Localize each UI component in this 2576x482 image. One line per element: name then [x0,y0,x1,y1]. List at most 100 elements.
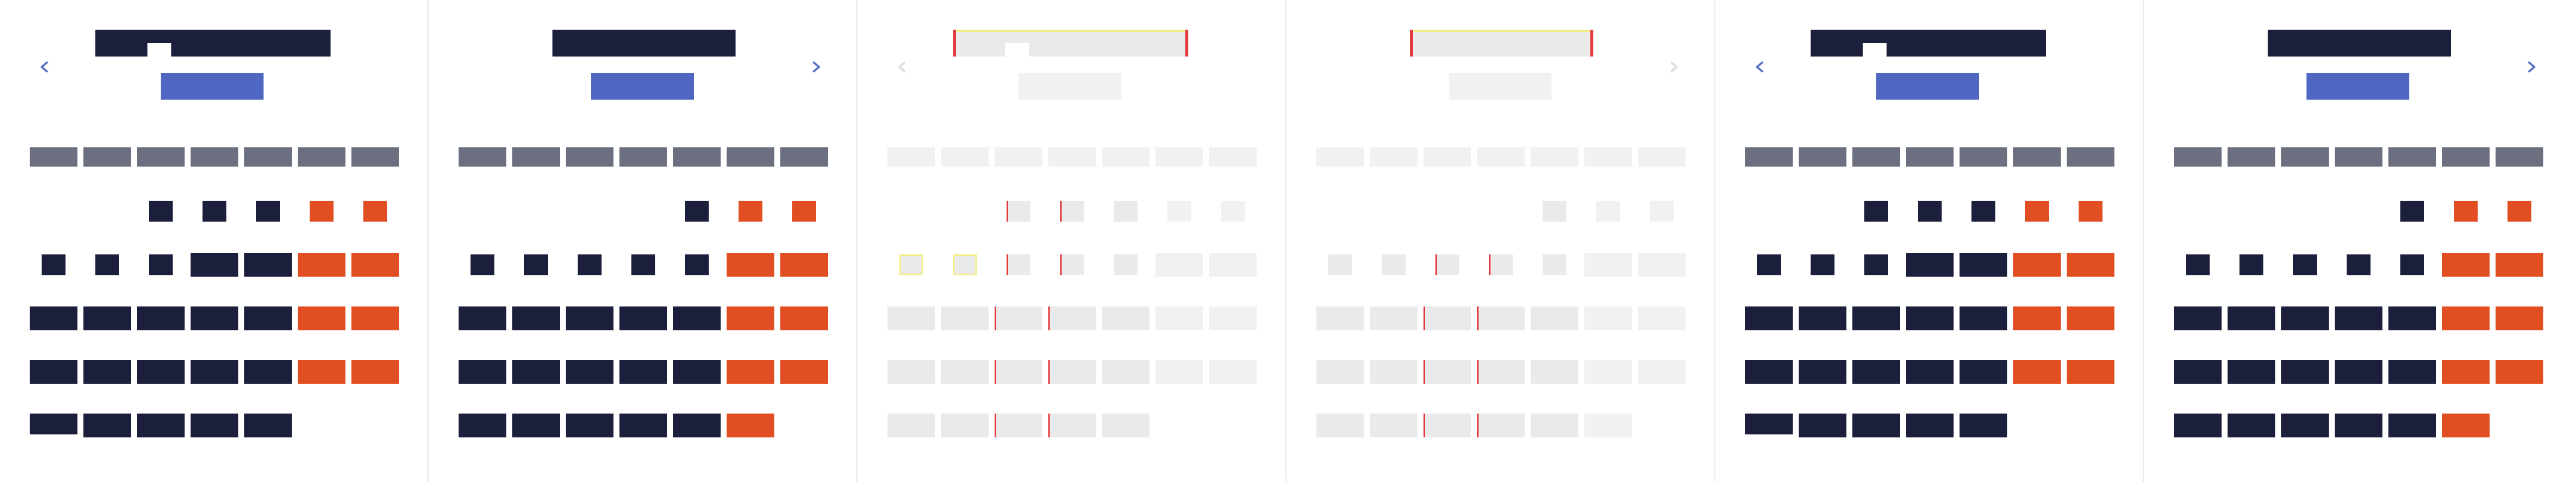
day-cell[interactable] [471,254,494,275]
day-cell[interactable] [887,360,935,384]
day-cell[interactable] [2388,360,2436,384]
day-cell[interactable] [2335,360,2382,384]
day-cell[interactable] [1852,414,1900,437]
day-cell[interactable] [351,306,399,330]
day-cell[interactable] [30,306,77,330]
day-cell[interactable] [191,306,238,330]
day-cell[interactable] [1477,414,1525,437]
day-cell[interactable] [2174,360,2222,384]
day-cell[interactable] [2508,201,2531,222]
day-cell[interactable] [2013,306,2061,330]
day-cell[interactable] [1864,254,1888,275]
day-cell[interactable] [2025,201,2049,222]
day-cell[interactable] [2496,253,2543,277]
day-cell[interactable] [1007,201,1030,222]
day-cell[interactable] [631,254,655,275]
day-cell[interactable] [941,360,989,384]
day-cell[interactable] [2454,201,2478,222]
day-cell[interactable] [2400,254,2424,275]
day-cell[interactable] [887,306,935,330]
day-cell[interactable] [1638,306,1686,330]
day-cell[interactable] [899,254,923,275]
day-cell[interactable] [619,360,667,384]
day-cell[interactable] [244,306,292,330]
day-cell[interactable] [137,360,185,384]
day-cell[interactable] [2013,253,2061,277]
day-cell[interactable] [1852,306,1900,330]
day-cell[interactable] [298,306,345,330]
day-cell[interactable] [2442,414,2490,437]
day-cell[interactable] [1060,254,1084,275]
day-cell[interactable] [83,360,131,384]
day-cell[interactable] [673,414,721,437]
day-cell[interactable] [1584,306,1632,330]
day-cell[interactable] [2228,360,2275,384]
day-cell[interactable] [1906,306,1954,330]
day-cell[interactable] [619,306,667,330]
day-cell[interactable] [1531,360,1578,384]
day-cell[interactable] [995,360,1042,384]
day-cell[interactable] [1370,306,1418,330]
previous-month-button[interactable] [1745,54,1775,83]
day-cell[interactable] [1799,306,1846,330]
day-cell-today[interactable] [1745,414,1793,437]
day-cell[interactable] [673,306,721,330]
day-cell[interactable] [1435,254,1459,275]
year-select[interactable] [1876,73,1979,100]
day-cell[interactable] [2013,360,2061,384]
day-cell[interactable] [2496,306,2543,330]
day-cell[interactable] [2388,306,2436,330]
year-select[interactable] [1449,73,1552,100]
next-month-button[interactable] [2516,54,2546,83]
day-cell[interactable] [149,201,173,222]
day-cell[interactable] [2186,254,2210,275]
day-cell[interactable] [1155,306,1203,330]
day-cell[interactable] [1424,414,1471,437]
day-cell[interactable] [2239,254,2263,275]
day-cell[interactable] [1316,360,1364,384]
day-cell[interactable] [459,306,506,330]
day-cell-today[interactable] [30,414,77,437]
day-cell[interactable] [2281,360,2329,384]
day-cell[interactable] [1489,254,1513,275]
day-cell[interactable] [1370,360,1418,384]
day-cell[interactable] [1048,414,1096,437]
day-cell[interactable] [2335,306,2382,330]
day-cell[interactable] [2442,360,2490,384]
day-cell[interactable] [2067,306,2114,330]
day-cell[interactable] [1906,360,1954,384]
day-cell[interactable] [459,414,506,437]
day-cell[interactable] [1584,253,1632,277]
day-cell[interactable] [512,306,560,330]
day-cell[interactable] [310,201,334,222]
day-cell[interactable] [1114,254,1138,275]
day-cell[interactable] [256,201,280,222]
day-cell[interactable] [298,360,345,384]
day-cell[interactable] [727,253,774,277]
day-cell[interactable] [1007,254,1030,275]
day-cell[interactable] [1745,360,1793,384]
day-cell[interactable] [2281,414,2329,437]
day-cell[interactable] [739,201,762,222]
day-cell[interactable] [95,254,119,275]
day-cell[interactable] [780,360,828,384]
day-cell[interactable] [727,414,774,437]
day-cell[interactable] [351,360,399,384]
day-cell[interactable] [1960,253,2007,277]
day-cell[interactable] [1960,414,2007,437]
day-cell[interactable] [1799,360,1846,384]
day-cell[interactable] [1102,360,1150,384]
day-cell[interactable] [780,253,828,277]
day-cell[interactable] [191,253,238,277]
day-cell[interactable] [1209,253,1257,277]
day-cell[interactable] [727,306,774,330]
day-cell[interactable] [2228,414,2275,437]
day-cell[interactable] [1799,414,1846,437]
day-cell[interactable] [1638,253,1686,277]
day-cell[interactable] [1960,360,2007,384]
day-cell[interactable] [2067,360,2114,384]
day-cell[interactable] [1543,201,1566,222]
day-cell[interactable] [1155,253,1203,277]
next-month-button[interactable] [801,54,831,83]
day-cell[interactable] [1048,306,1096,330]
